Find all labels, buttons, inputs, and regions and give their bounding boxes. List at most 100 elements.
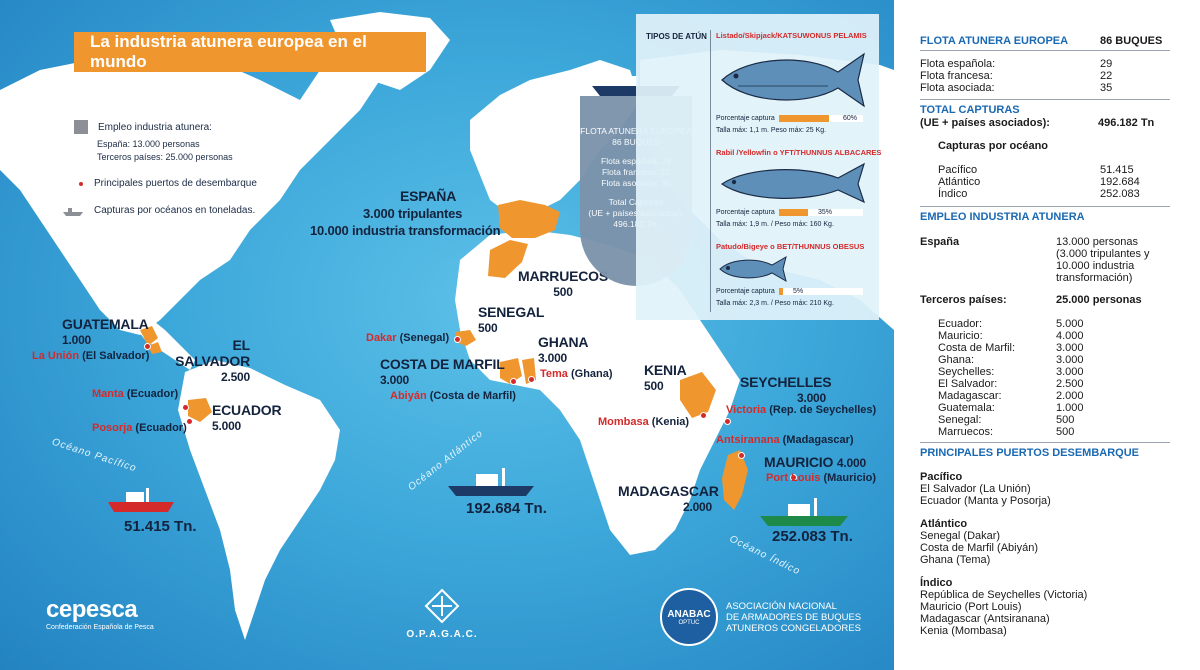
opagac-logo-text: O.P.A.G.A.C. <box>406 629 478 640</box>
mauricio-num: 4.000 <box>836 456 866 470</box>
port-marker-antsiranana[interactable] <box>738 452 745 459</box>
ports-atl-1: Senegal (Dakar) <box>920 530 1001 542</box>
madagascar-landmass <box>722 450 748 510</box>
port-label-union[interactable]: La Unión (El Salvador) <box>32 350 149 362</box>
ghana-num: 3.000 <box>538 351 568 365</box>
kenia-name: KENIA <box>644 362 687 378</box>
anabac-logo[interactable]: ANABAC OPTUC ASOCIACIÓN NACIONAL DE ARMA… <box>660 588 861 646</box>
spain-value-1: 13.000 personas <box>1056 236 1138 248</box>
legend-catches: Capturas por océanos en toneladas. <box>62 205 255 216</box>
country-marruecos: MARRUECOS 500 <box>518 268 608 300</box>
port-marker-dakar[interactable] <box>454 336 461 343</box>
costa-name: COSTA DE MARFIL <box>380 356 505 372</box>
employment-row-label: El Salvador: <box>938 378 998 390</box>
port-label-mombasa[interactable]: Mombasa (Kenia) <box>598 416 689 428</box>
opagac-emblem-icon <box>424 588 460 624</box>
tuna-size-skipjack: Talla máx: 1,1 m. Peso máx: 25 Kg. <box>716 127 827 134</box>
port-label-antsiranana[interactable]: Antsiranana (Madagascar) <box>716 434 854 446</box>
port-label-manta[interactable]: Manta (Ecuador) <box>92 388 178 400</box>
tuna-bar-label-yellowfin: Porcentaje captura <box>716 209 775 216</box>
port-label-tema[interactable]: Tema (Ghana) <box>540 368 613 380</box>
cepesca-logo-sub: Confederación Española de Pesca <box>46 624 154 631</box>
employment-row-label: Seychelles: <box>938 366 995 378</box>
ports-ind-3: Madagascar (Antsiranana) <box>920 613 1050 625</box>
fleet-total: 86 BUQUES <box>1100 35 1163 47</box>
port-label-abiyan[interactable]: Abiyán (Costa de Marfil) <box>390 390 516 402</box>
fleet-bubble-es: Flota española: 29 <box>601 156 671 166</box>
port-posorja-city: Posorja <box>92 422 133 434</box>
employment-row-label: Ecuador: <box>938 318 983 330</box>
tuna-bar-fill-yellowfin <box>778 209 809 216</box>
port-marker-tema[interactable] <box>528 376 535 383</box>
port-antsiranana-city: Antsiranana <box>716 434 780 446</box>
guatemala-name: GUATEMALA <box>62 316 149 332</box>
divider <box>920 206 1170 207</box>
port-marker-abiyan[interactable] <box>510 378 517 385</box>
country-costa-de-marfil: COSTA DE MARFIL 3.000 <box>380 356 505 388</box>
employment-row-value: 2.000 <box>1056 390 1084 402</box>
employment-row-value: 1.000 <box>1056 402 1084 414</box>
total-value: 496.182 Tn <box>1098 117 1155 129</box>
ports-pac-1: El Salvador (La Unión) <box>920 483 1031 495</box>
port-marker-victoria[interactable] <box>724 418 731 425</box>
fleet-fr-value: 22 <box>1100 70 1113 82</box>
port-label-portlouis[interactable]: Port Louis (Mauricio) <box>766 472 876 484</box>
port-marker-posorja[interactable] <box>186 418 193 425</box>
employment-row-value: 5.000 <box>1056 318 1084 330</box>
ocean-ind-value: 252.083 <box>1100 188 1140 200</box>
ship-pacifico-icon <box>108 488 174 512</box>
ports-ind-4: Kenia (Mombasa) <box>920 625 1007 637</box>
fleet-heading: FLOTA ATUNERA EUROPEA <box>920 35 1069 47</box>
port-marker-union[interactable] <box>144 343 151 350</box>
tuna-bar-row-skipjack: Porcentaje captura <box>716 115 863 122</box>
legend-employment-label: Empleo industria atunera: <box>98 121 212 133</box>
port-dot-icon <box>78 180 84 187</box>
employment-row-label: Marruecos: <box>938 426 994 438</box>
port-label-posorja[interactable]: Posorja (Ecuador) <box>92 422 187 434</box>
madagascar-num: 2.000 <box>682 500 712 514</box>
tuna-bar-fill-bigeye <box>778 288 783 295</box>
ocean-ind-label: Índico <box>938 188 968 200</box>
fleet-bubble-fr: Flota francesa: 22 <box>601 167 670 177</box>
cepesca-logo[interactable]: cepesca Confederación Española de Pesca <box>46 596 154 631</box>
port-victoria-country: (Rep. de Seychelles) <box>766 404 877 416</box>
ship-icon <box>63 207 83 216</box>
divider <box>920 99 1170 100</box>
opagac-logo[interactable]: O.P.A.G.A.C. <box>402 588 482 640</box>
anabac-line1: ASOCIACIÓN NACIONAL <box>726 600 837 612</box>
port-mombasa-city: Mombasa <box>598 416 649 428</box>
marruecos-num: 500 <box>553 285 573 299</box>
port-marker-portlouis[interactable] <box>790 474 797 481</box>
anabac-emblem-sub: OPTUC <box>678 619 700 626</box>
fleet-es-label: Flota española: <box>920 58 996 70</box>
port-label-victoria[interactable]: Victoria (Rep. de Seychelles) <box>726 404 876 416</box>
tuna-bar-yellowfin <box>778 209 863 216</box>
port-dakar-country: (Senegal) <box>396 332 450 344</box>
ports-atl-2: Costa de Marfil (Abiyán) <box>920 542 1038 554</box>
espana-name: ESPAÑA <box>400 188 457 204</box>
costa-num: 3.000 <box>380 373 410 387</box>
ocean-atl-value: 192.684 <box>1100 176 1140 188</box>
anabac-emblem: ANABAC OPTUC <box>660 588 718 646</box>
employment-row-label: Costa de Marfil: <box>938 342 1016 354</box>
legend-ports-label: Principales puertos de desembarque <box>94 178 257 189</box>
port-label-dakar[interactable]: Dakar (Senegal) <box>366 332 449 344</box>
salvador-name: EL SALVADOR <box>175 337 250 369</box>
total-heading: TOTAL CAPTURAS <box>920 104 1020 116</box>
ghana-name: GHANA <box>538 334 589 350</box>
tuna-bar-fill-skipjack <box>778 115 830 122</box>
cepesca-logo-text: cepesca <box>46 596 138 623</box>
country-ecuador: ECUADOR 5.000 <box>212 402 282 434</box>
ports-pac-2: Ecuador (Manta y Posorja) <box>920 495 1051 507</box>
employment-row-value: 2.500 <box>1056 378 1084 390</box>
guatemala-num: 1.000 <box>62 333 92 347</box>
country-senegal: SENEGAL 500 <box>478 304 544 336</box>
employment-row-value: 3.000 <box>1056 366 1084 378</box>
seychelles-name: SEYCHELLES <box>740 374 832 390</box>
employment-row-label: Madagascar: <box>938 390 1002 402</box>
port-marker-manta[interactable] <box>182 404 189 411</box>
port-marker-mombasa[interactable] <box>700 412 707 419</box>
espana-crew: 3.000 tripulantes <box>363 206 463 221</box>
ecuador-shape <box>188 398 212 422</box>
employment-row-label: Guatemala: <box>938 402 995 414</box>
